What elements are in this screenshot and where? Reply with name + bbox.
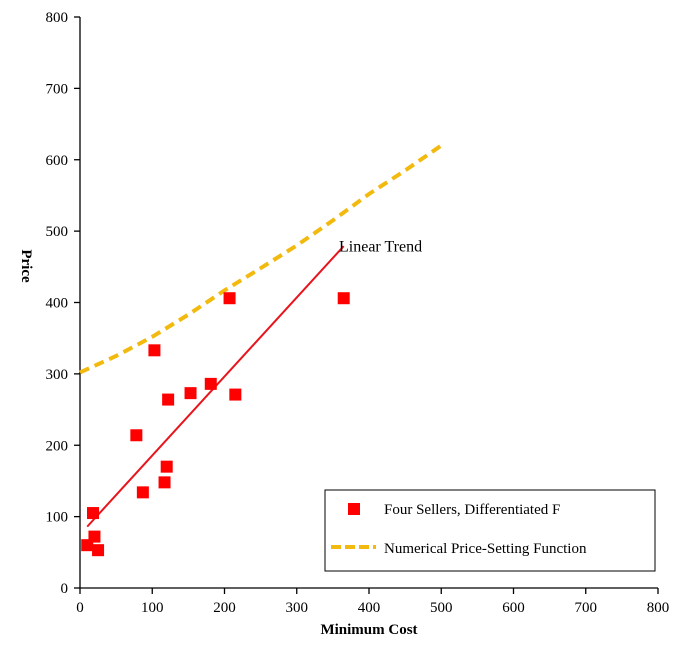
data-point	[337, 292, 350, 305]
y-axis-title: Price	[18, 249, 34, 283]
data-point	[162, 393, 175, 406]
x-tick-label: 800	[647, 600, 670, 616]
data-point	[130, 429, 143, 442]
legend-scatter-swatch	[348, 503, 360, 515]
x-tick-label: 400	[358, 600, 381, 616]
x-tick-label: 700	[575, 600, 598, 616]
data-point	[229, 388, 242, 401]
data-point	[204, 377, 217, 390]
data-point	[148, 344, 161, 357]
data-point	[88, 530, 101, 543]
price-setting-function-line	[79, 143, 443, 375]
annotation-label: Linear Trend	[339, 238, 422, 255]
chart-annotations: Linear Trend	[339, 238, 422, 255]
chart-ticks: 0 100 200 300 400 500 600 700 800 0 100 200 300 400 50…	[46, 10, 670, 616]
y-tick-label: 800	[46, 10, 69, 26]
y-tick-label: 100	[46, 510, 69, 526]
data-point	[136, 486, 149, 499]
legend-box	[324, 489, 656, 572]
y-tick-label: 0	[61, 581, 69, 597]
x-tick-label: 500	[430, 600, 453, 616]
data-point	[158, 476, 171, 489]
legend-label-line: Numerical Price-Setting Function	[384, 541, 587, 557]
data-point	[87, 507, 100, 520]
x-tick-label: 0	[76, 600, 84, 616]
legend-label-scatter: Four Sellers, Differentiated F	[384, 502, 560, 518]
y-tick-label: 700	[46, 81, 69, 97]
data-point	[92, 544, 105, 557]
y-tick-label: 300	[46, 367, 69, 383]
data-point	[160, 460, 173, 473]
plot-area	[79, 143, 443, 557]
x-tick-label: 200	[213, 600, 236, 616]
x-tick-label: 100	[141, 600, 164, 616]
y-tick-label: 500	[46, 224, 69, 240]
y-tick-label: 600	[46, 153, 69, 169]
x-axis-title: Minimum Cost	[320, 622, 417, 638]
chart-legend: Four Sellers, Differentiated F Numerical …	[324, 489, 656, 572]
x-tick-label: 600	[502, 600, 525, 616]
data-point	[223, 292, 236, 305]
data-point	[184, 387, 197, 400]
y-tick-label: 200	[46, 438, 69, 454]
x-tick-label: 300	[286, 600, 309, 616]
y-tick-label: 400	[46, 296, 69, 312]
